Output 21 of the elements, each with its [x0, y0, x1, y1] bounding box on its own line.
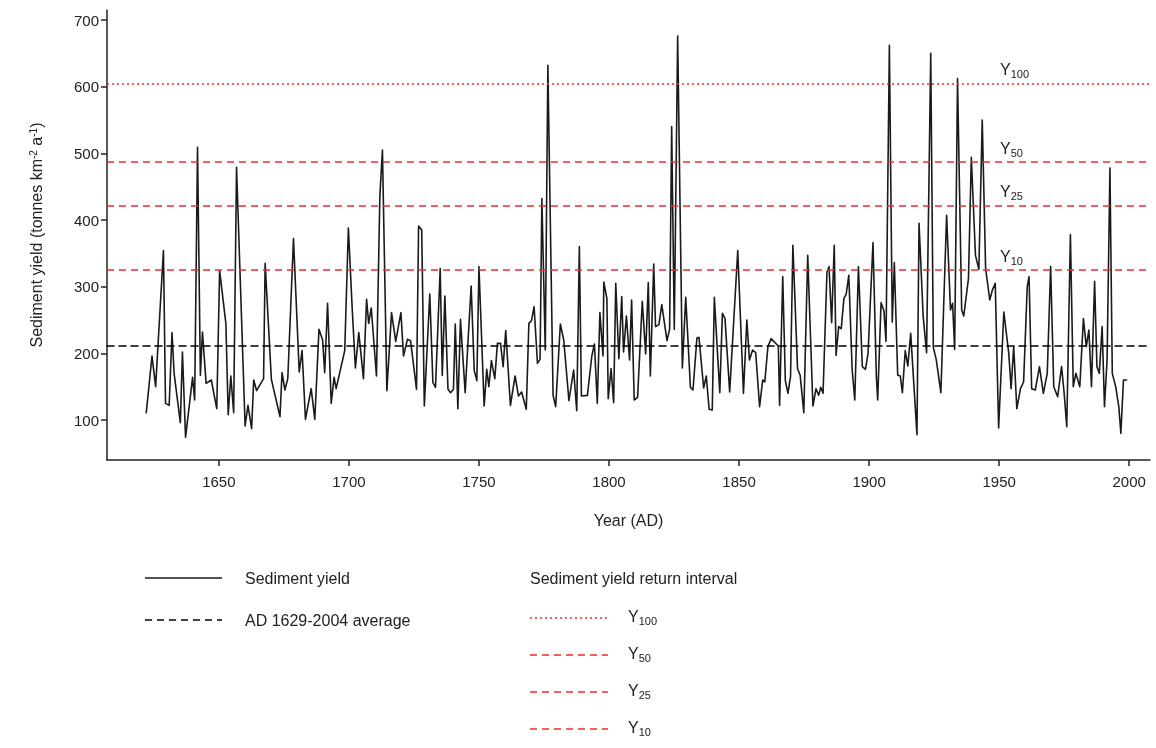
y-tick-label: 100 — [73, 411, 99, 429]
x-tick-label: 1750 — [462, 473, 496, 490]
y-tick-label: 600 — [73, 78, 99, 96]
x-tick-label: 1700 — [332, 473, 366, 490]
legend-label: AD 1629-2004 average — [245, 611, 411, 629]
y-axis-title: Sediment yield (tonnes km-2 a-1) — [27, 122, 45, 348]
x-tick-label: 1950 — [982, 473, 1016, 490]
x-tick-label: 1800 — [592, 473, 626, 490]
x-tick-label: 1850 — [722, 473, 756, 490]
x-tick-label: 1900 — [852, 473, 886, 490]
y-tick-label: 300 — [73, 278, 99, 296]
y-tick-label: 200 — [73, 344, 99, 362]
x-axis-title: Year (AD) — [593, 511, 664, 529]
legend-title: Sediment yield return interval — [530, 569, 738, 587]
x-tick-label: 2000 — [1112, 473, 1146, 490]
y-tick-label: 700 — [73, 11, 99, 29]
y-tick-label: 400 — [73, 211, 99, 229]
line-series — [145, 35, 1128, 439]
y-tick-label: 500 — [73, 144, 99, 162]
legend-label: Sediment yield — [245, 569, 350, 587]
x-tick-label: 1650 — [202, 473, 236, 490]
